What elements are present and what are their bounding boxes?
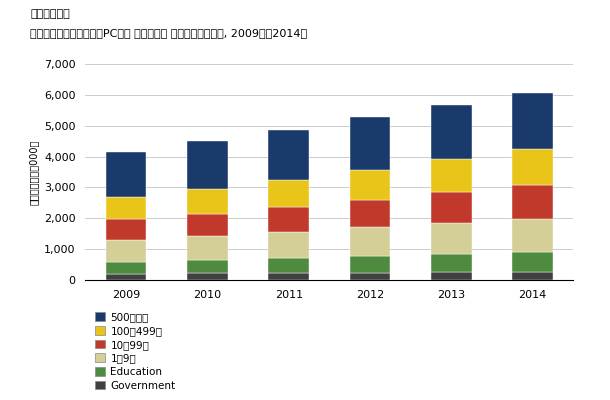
Bar [187,141,228,189]
Bar [106,152,146,197]
Bar [106,240,146,262]
Text: 国内ビジネスモビリティPC市場 企業規模別 ユーザー数の予測, 2009年～2014年: 国内ビジネスモビリティPC市場 企業規模別 ユーザー数の予測, 2009年～20… [30,28,307,38]
Bar [268,207,309,232]
Bar [187,189,228,214]
Bar [512,185,553,218]
Y-axis label: 総ユーザー数（000）: 総ユーザー数（000） [29,139,38,205]
Bar [350,170,390,200]
Bar [350,227,390,256]
Bar [268,258,309,273]
Bar [268,232,309,258]
Text: ＜参考資料＞: ＜参考資料＞ [30,9,70,19]
Bar [187,260,228,273]
Bar [187,236,228,260]
Bar [431,159,472,192]
Bar [350,256,390,272]
Bar [431,272,472,280]
Bar [512,149,553,185]
Bar [268,180,309,207]
Bar [106,197,146,218]
Bar [106,274,146,280]
Bar [268,273,309,280]
Bar [512,252,553,272]
Bar [350,200,390,227]
Bar [431,223,472,254]
Bar [512,218,553,252]
Bar [268,130,309,180]
Bar [431,254,472,272]
Bar [350,272,390,280]
Bar [431,192,472,223]
Bar [187,214,228,236]
Bar [187,273,228,280]
Bar [512,93,553,149]
Bar [431,105,472,159]
Bar [350,117,390,170]
Bar [106,262,146,274]
Legend: 500人以上, 100〜499人, 10〜99人, 1〜9人, Education, Government: 500人以上, 100〜499人, 10〜99人, 1〜9人, Educatio… [91,308,180,395]
Bar [106,218,146,240]
Bar [512,272,553,280]
